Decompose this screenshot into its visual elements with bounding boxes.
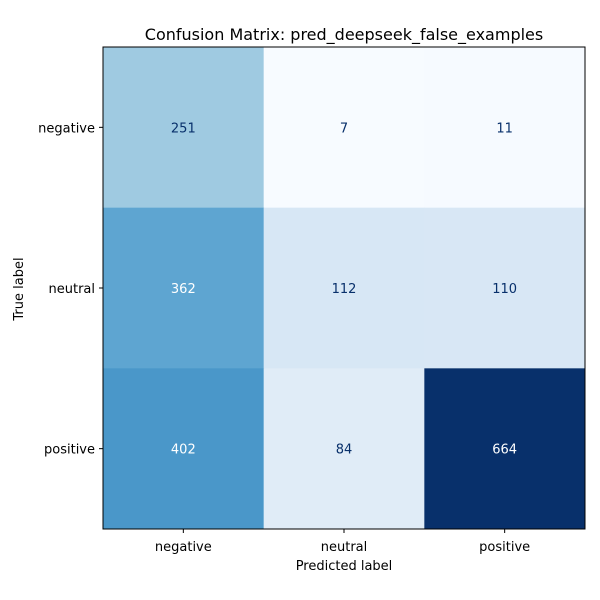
matrix-cells: 251 7 11 362 112 110 402 84 664 [103,47,586,530]
matrix-cell-positive-negative [103,368,265,530]
cell-value-label: 84 [336,443,353,458]
matrix-cell-negative-neutral [263,47,425,209]
cell-value-label: 112 [332,282,357,297]
matrix-cell-neutral-positive [424,207,586,369]
x-axis-label: Predicted label [296,559,393,574]
cell-value-label: 402 [171,443,196,458]
cell-value-label: 11 [496,121,513,136]
x-tick-label: negative [155,540,212,555]
matrix-cell-neutral-negative [103,207,265,369]
y-tick-label: neutral [49,282,96,297]
matrix-cell-positive-neutral [263,368,425,530]
y-tick-label: positive [44,443,95,458]
x-tick-label: positive [479,540,530,555]
matrix-cell-neutral-neutral [263,207,425,369]
cell-value-label: 362 [171,282,196,297]
plot-frame [102,46,586,530]
cell-value-label: 664 [492,443,517,458]
y-axis-ticks: negative neutral positive [38,121,103,458]
matrix-cell-negative-negative [103,47,265,209]
cell-value-label: 251 [171,121,196,136]
y-axis-label: True label [12,257,27,321]
chart-title: Confusion Matrix: pred_deepseek_false_ex… [145,25,543,45]
y-tick-label: negative [38,121,95,136]
matrix-cell-positive-positive [424,368,586,530]
x-tick-label: neutral [321,540,368,555]
cell-value-label: 110 [492,282,517,297]
x-axis-ticks: negative neutral positive [155,529,530,555]
cell-value-label: 7 [340,121,348,136]
matrix-cell-negative-positive [424,47,586,209]
